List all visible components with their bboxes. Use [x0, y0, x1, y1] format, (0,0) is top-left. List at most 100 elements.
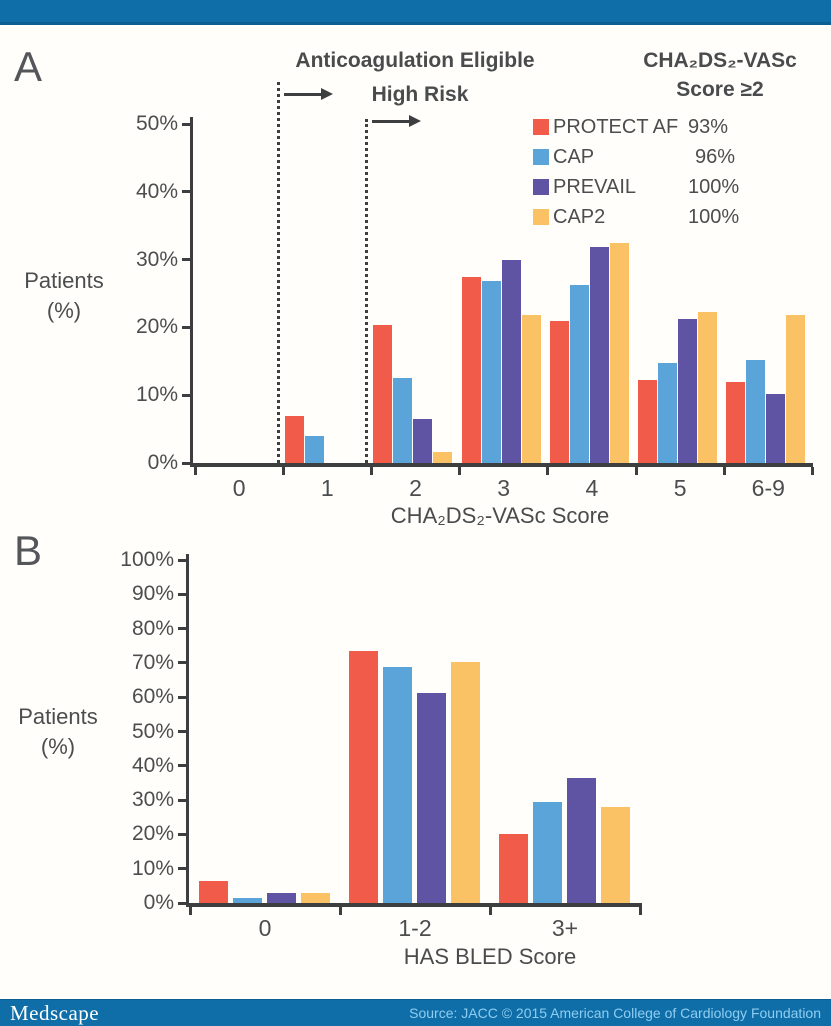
y-tick-label: 80%: [131, 616, 174, 640]
bar-cap-cat-3+: [533, 801, 562, 903]
panel-a-x-axis-title: CHA₂DS₂-VASc Score: [390, 503, 610, 528]
bar-cap-cat-3: [481, 281, 501, 463]
x-category-label: 0: [232, 475, 246, 501]
legend-item-protect-af: PROTECT AF 93%: [533, 112, 783, 142]
legend-label: PROTECT AF: [553, 115, 679, 138]
legend-label: CAP: [553, 145, 595, 168]
y-tick-mark: [178, 695, 186, 699]
bar-protect-af-cat-2: [373, 325, 393, 463]
y-tick-mark: [178, 901, 186, 905]
top-banner: [0, 0, 831, 25]
anticoagulation-threshold-dashed-line: [277, 82, 280, 463]
x-category-label: 5: [673, 475, 687, 501]
bar-cap-cat-1: [305, 435, 325, 463]
panel-b-y-axis-title: Patients (%): [2, 702, 114, 762]
y-axis-title-line2: (%): [40, 734, 76, 759]
protect-af-swatch-icon: [533, 119, 549, 135]
x-tick-mark: [458, 467, 462, 475]
bar-cap2-cat-4: [609, 243, 629, 463]
y-tick-mark: [178, 764, 186, 768]
legend-item-cap2: CAP2 100%: [533, 202, 783, 232]
bar-cap-cat-6-9: [746, 359, 766, 463]
legend-value: 96%: [695, 145, 736, 168]
x-category-label: 3: [497, 475, 511, 501]
y-tick-label: 0%: [143, 891, 174, 914]
x-category-label: 1-2: [398, 915, 432, 941]
bar-prevail-cat-3+: [567, 778, 596, 903]
cap2-swatch-icon: [533, 209, 549, 225]
y-tick-mark: [178, 627, 186, 631]
bar-cap2-cat-3: [521, 314, 541, 463]
bar-cap2-cat-1-2: [451, 662, 480, 903]
bar-protect-af-cat-5: [638, 380, 657, 463]
legend-value: 93%: [688, 115, 729, 138]
high-risk-threshold-dashed-line: [365, 119, 368, 463]
bar-protect-af-cat-4: [549, 320, 569, 463]
y-tick-label: 90%: [131, 582, 174, 606]
bar-cap-cat-5: [658, 363, 677, 463]
bar-prevail-cat-5: [678, 318, 697, 463]
bar-cap-cat-2: [393, 377, 413, 463]
y-tick-label: 40%: [135, 179, 178, 203]
bar-protect-af-cat-1-2: [349, 650, 378, 903]
panel-b-y-axis: [186, 554, 189, 906]
y-tick-label: 30%: [135, 247, 178, 271]
y-tick-mark: [182, 122, 190, 126]
high-risk-arrow-icon: [372, 115, 421, 127]
y-axis-title-line2: (%): [46, 298, 82, 323]
y-axis-title-line1: Patients: [24, 268, 104, 293]
x-tick-mark: [281, 467, 285, 475]
x-tick-mark: [634, 467, 638, 475]
legend-title-line2: Score ≥2: [676, 78, 764, 101]
y-tick-mark: [178, 558, 186, 562]
y-tick-label: 100%: [120, 548, 174, 571]
x-category-label: 1: [320, 475, 334, 501]
y-tick-label: 60%: [131, 685, 174, 709]
y-tick-mark: [182, 190, 190, 194]
y-tick-label: 20%: [131, 822, 174, 846]
y-tick-label: 0%: [147, 451, 178, 474]
y-tick-mark: [178, 661, 186, 665]
y-tick-label: 20%: [135, 315, 178, 339]
anticoagulation-arrow-icon: [284, 88, 333, 100]
legend-label: PREVAIL: [553, 175, 636, 198]
x-tick-mark: [810, 467, 814, 475]
y-tick-label: 10%: [131, 856, 174, 880]
y-tick-mark: [178, 730, 186, 733]
bar-protect-af-cat-1: [285, 415, 305, 463]
panel-a-y-axis: [190, 117, 193, 467]
x-tick-mark: [188, 907, 192, 915]
bar-cap2-cat-0: [301, 893, 330, 903]
y-tick-label: 70%: [131, 650, 174, 674]
x-category-label: 4: [585, 475, 599, 501]
bar-cap2-cat-3+: [601, 806, 630, 903]
prevail-swatch-icon: [533, 179, 549, 195]
bar-protect-af-cat-6-9: [726, 381, 746, 463]
bar-cap2-cat-6-9: [786, 314, 806, 463]
source-attribution: Source: JACC © 2015 American College of …: [409, 1005, 821, 1021]
bar-cap-cat-0: [233, 897, 262, 903]
x-category-label: 0: [258, 915, 272, 941]
legend-value: 100%: [688, 175, 740, 198]
x-tick-mark: [546, 467, 550, 475]
panel-b-label: B: [14, 527, 43, 574]
bar-cap-cat-4: [569, 284, 589, 463]
bar-protect-af-cat-3: [461, 276, 481, 463]
y-tick-mark: [182, 393, 190, 397]
x-tick-mark: [488, 907, 492, 915]
footer-bar: Medscape Source: JACC © 2015 American Co…: [0, 999, 831, 1026]
legend-title-line1: CHA₂DS₂-VASc: [643, 49, 797, 72]
bar-prevail-cat-4: [589, 246, 609, 463]
annotation-anticoagulation-eligible: Anticoagulation Eligible: [295, 49, 535, 72]
x-tick-mark: [193, 467, 197, 475]
y-tick-label: 30%: [131, 788, 174, 812]
annotation-high-risk: High Risk: [371, 83, 469, 106]
bar-cap2-cat-2: [433, 452, 453, 463]
legend-item-prevail: PREVAIL 100%: [533, 172, 783, 202]
legend: PROTECT AF 93% CAP 96% PREVAIL 100% CAP2…: [533, 112, 783, 232]
bar-prevail-cat-3: [501, 259, 521, 463]
y-tick-mark: [178, 592, 186, 596]
y-tick-mark: [178, 867, 186, 871]
y-tick-mark: [178, 832, 186, 836]
